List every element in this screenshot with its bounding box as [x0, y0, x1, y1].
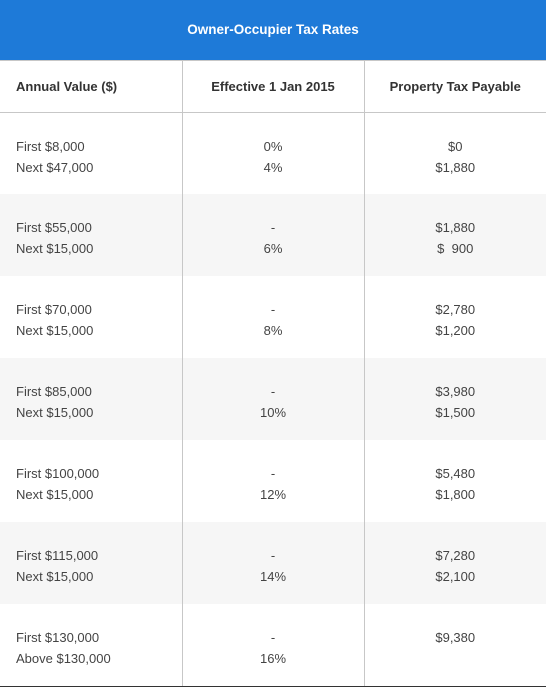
tax-first: $1,880 [435, 220, 476, 235]
rate-cell: - 10% [182, 358, 365, 440]
tax-payable-cell: $1,880 $ 900 [364, 194, 546, 276]
table-row: First $8,000 Next $47,000 0% 4% $0 $1,88… [0, 112, 546, 194]
tax-first: $0 [448, 138, 463, 154]
rate-first: 0% [263, 138, 283, 154]
tax-payable-cell: $2,780 $1,200 [364, 276, 546, 358]
rate-first: - [270, 302, 276, 317]
annual-value-next: Next $15,000 [16, 405, 94, 420]
rate-first: - [270, 384, 276, 399]
header-row: Annual Value ($) Effective 1 Jan 2015 Pr… [0, 59, 546, 113]
tax-next: $1,500 [435, 405, 476, 420]
annual-value-first: First $115,000 [16, 548, 99, 563]
tax-first: $2,780 [435, 302, 476, 317]
tax-first: $5,480 [435, 466, 476, 481]
rate-next: 12% [259, 487, 287, 502]
rate-next: 4% [263, 159, 283, 175]
tax-payable-cell: $0 $1,880 [364, 112, 546, 194]
annual-value-next: Next $47,000 [16, 159, 94, 175]
annual-value-next: Next $15,000 [16, 487, 94, 502]
tax-first: $9,380 [435, 630, 476, 645]
table-row: First $115,000 Next $15,000 - 14% $7,280… [0, 522, 546, 604]
table-row: First $55,000 Next $15,000 - 6% $1,880 $… [0, 194, 546, 276]
annual-value-first: First $85,000 [16, 384, 92, 399]
annual-value-cell: First $8,000 Next $47,000 [0, 112, 183, 194]
tax-first: $3,980 [435, 384, 476, 399]
tax-next: $1,880 [435, 159, 476, 175]
annual-value-cell: First $130,000 Above $130,000 [0, 604, 183, 687]
annual-value-cell: First $100,000 Next $15,000 [0, 440, 183, 522]
rate-next: 8% [263, 323, 283, 338]
annual-value-cell: First $55,000 Next $15,000 [0, 194, 183, 276]
tax-next: $1,800 [435, 487, 476, 502]
annual-value-next: Next $15,000 [16, 323, 94, 338]
table-row: First $70,000 Next $15,000 - 8% $2,780 $… [0, 276, 546, 358]
table-row: First $85,000 Next $15,000 - 10% $3,980 … [0, 358, 546, 440]
tax-next: $ 900 [437, 241, 474, 256]
table-row: First $100,000 Next $15,000 - 12% $5,480… [0, 440, 546, 522]
header-annual-value: Annual Value ($) [0, 59, 183, 113]
rate-cell: - 16% [182, 604, 365, 687]
rate-first: - [270, 630, 276, 645]
tax-payable-cell: $7,280 $2,100 [364, 522, 546, 604]
rate-next: 10% [259, 405, 287, 420]
annual-value-next: Next $15,000 [16, 569, 94, 584]
annual-value-first: First $100,000 [16, 466, 100, 481]
annual-value-first: First $8,000 [16, 138, 85, 154]
annual-value-next: Next $15,000 [16, 241, 94, 256]
tax-payable-cell: $3,980 $1,500 [364, 358, 546, 440]
rate-next: 14% [259, 569, 287, 584]
tax-next: $1,200 [435, 323, 476, 338]
tax-first: $7,280 [435, 548, 476, 563]
annual-value-cell: First $115,000 Next $15,000 [0, 522, 183, 604]
rate-next: 6% [263, 241, 283, 256]
annual-value-first: First $55,000 [16, 220, 92, 235]
rate-cell: - 12% [182, 440, 365, 522]
rate-cell: - 6% [182, 194, 365, 276]
header-effective-date: Effective 1 Jan 2015 [182, 59, 365, 113]
table-title: Owner-Occupier Tax Rates [0, 0, 546, 60]
table-row: First $130,000 Above $130,000 - 16% $9,3… [0, 604, 546, 687]
tax-next: $2,100 [435, 569, 476, 584]
rate-cell: 0% 4% [182, 112, 365, 194]
rate-first: - [270, 466, 276, 481]
annual-value-above: Above $130,000 [16, 651, 111, 666]
rate-first: - [270, 220, 276, 235]
rate-first: - [270, 548, 276, 563]
header-tax-payable: Property Tax Payable [364, 59, 546, 113]
annual-value-first: First $70,000 [16, 302, 92, 317]
rate-cell: - 14% [182, 522, 365, 604]
annual-value-cell: First $85,000 Next $15,000 [0, 358, 183, 440]
rate-next: 16% [259, 651, 287, 666]
annual-value-cell: First $70,000 Next $15,000 [0, 276, 183, 358]
annual-value-first: First $130,000 [16, 630, 100, 645]
tax-payable-cell: $5,480 $1,800 [364, 440, 546, 522]
rate-cell: - 8% [182, 276, 365, 358]
tax-payable-cell: $9,380 [364, 604, 546, 687]
